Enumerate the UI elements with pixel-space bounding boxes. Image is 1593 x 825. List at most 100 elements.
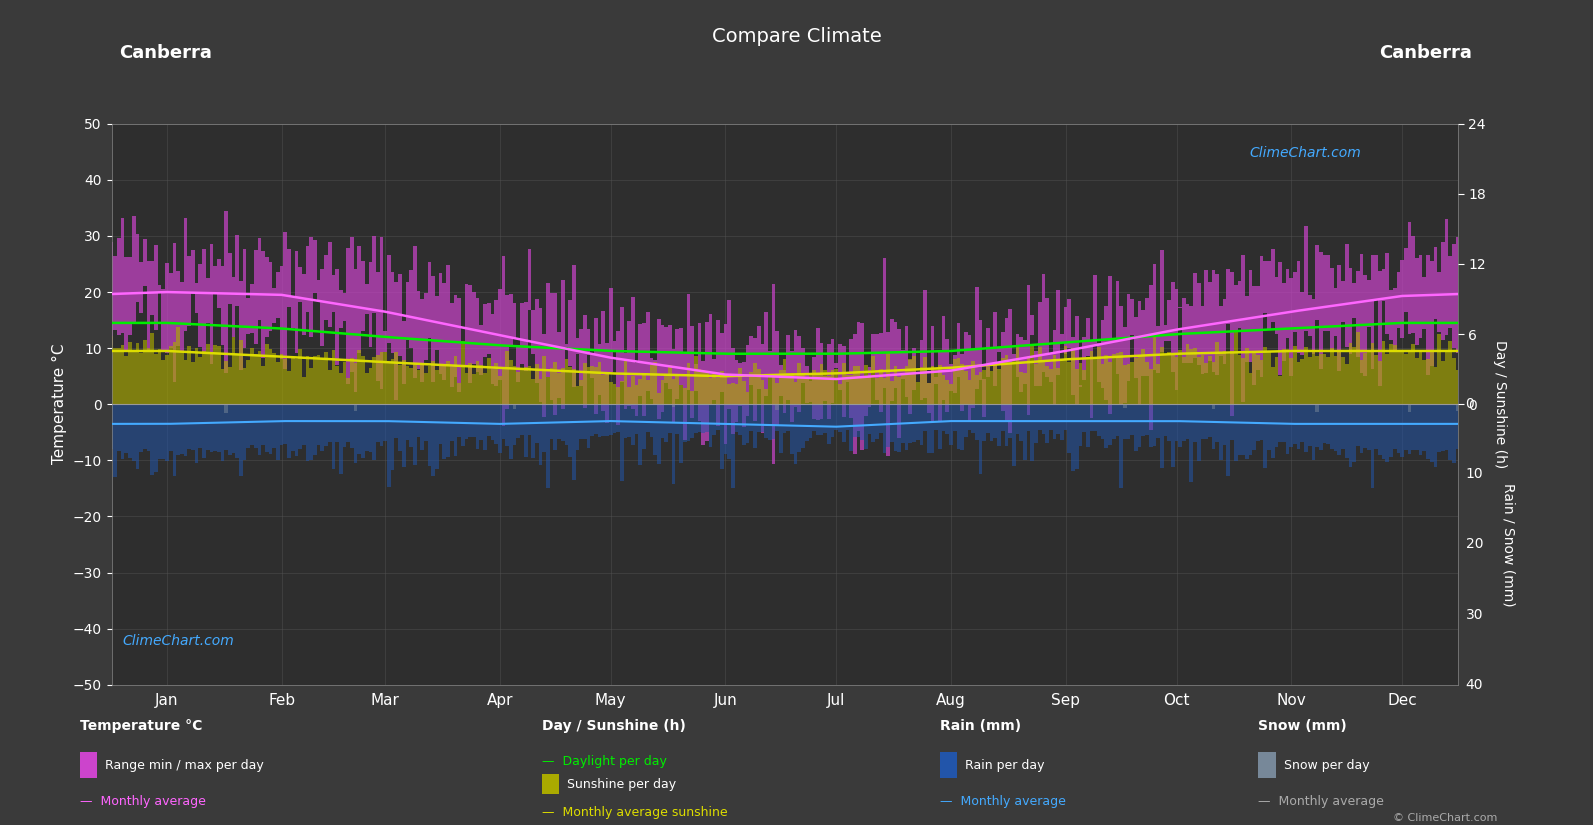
Bar xyxy=(1031,346,1034,404)
Bar xyxy=(1101,364,1104,404)
Bar xyxy=(454,295,457,377)
Bar xyxy=(886,352,890,404)
Bar xyxy=(765,389,768,404)
Bar xyxy=(172,243,177,382)
Bar xyxy=(143,239,147,286)
Bar xyxy=(634,363,639,416)
Bar xyxy=(110,404,113,450)
Bar xyxy=(1364,275,1367,375)
Y-axis label: Day / Sunshine (h): Day / Sunshine (h) xyxy=(1493,340,1507,469)
Bar xyxy=(373,236,376,313)
Bar xyxy=(199,356,202,404)
Bar xyxy=(449,303,454,387)
Bar xyxy=(194,347,199,404)
Bar xyxy=(838,344,841,390)
Bar xyxy=(1070,348,1075,404)
Bar xyxy=(1005,355,1008,404)
Text: 20: 20 xyxy=(1466,538,1483,551)
Bar xyxy=(927,383,930,404)
Bar xyxy=(883,378,886,404)
Bar xyxy=(1316,404,1319,447)
Bar xyxy=(935,404,938,430)
Bar xyxy=(1201,306,1204,374)
Bar xyxy=(1338,351,1341,404)
Bar xyxy=(1082,370,1086,404)
Bar xyxy=(1400,404,1403,457)
Bar xyxy=(949,364,953,391)
Bar xyxy=(1185,344,1190,404)
Bar xyxy=(530,309,535,354)
Bar xyxy=(210,243,213,364)
Bar xyxy=(280,266,284,360)
Bar xyxy=(546,404,550,488)
Bar xyxy=(1171,404,1174,467)
Bar xyxy=(483,304,487,356)
Bar xyxy=(247,360,250,404)
Bar xyxy=(1271,404,1274,458)
Bar xyxy=(202,404,205,458)
Bar xyxy=(1274,277,1278,334)
Bar xyxy=(1219,352,1223,404)
Bar xyxy=(871,334,875,370)
Bar xyxy=(116,238,121,335)
Bar xyxy=(1042,361,1045,404)
Bar xyxy=(1008,404,1012,438)
Bar xyxy=(564,344,569,347)
Bar xyxy=(1112,404,1115,439)
Bar xyxy=(1193,272,1196,358)
Bar xyxy=(1286,269,1289,337)
Bar xyxy=(538,308,542,402)
Bar xyxy=(613,404,616,432)
Bar xyxy=(1196,404,1201,461)
Bar xyxy=(1294,272,1297,332)
Bar xyxy=(706,322,709,441)
Text: 0: 0 xyxy=(1466,398,1474,411)
Bar xyxy=(1023,340,1027,384)
Bar xyxy=(583,363,586,404)
Bar xyxy=(331,350,335,404)
Bar xyxy=(387,255,390,343)
Bar xyxy=(143,404,147,450)
Bar xyxy=(435,295,438,350)
Bar xyxy=(1067,404,1070,453)
Bar xyxy=(295,251,298,353)
Bar xyxy=(1426,360,1431,404)
Bar xyxy=(902,373,905,404)
Bar xyxy=(1145,299,1149,376)
Bar xyxy=(961,354,964,411)
Bar xyxy=(753,363,757,404)
Bar xyxy=(1367,404,1370,450)
Bar xyxy=(365,284,368,314)
Bar xyxy=(753,404,757,449)
Bar xyxy=(292,357,295,404)
Bar xyxy=(465,404,468,439)
Bar xyxy=(720,371,723,404)
Bar xyxy=(1389,290,1392,340)
Bar xyxy=(650,404,653,437)
Bar xyxy=(1330,268,1333,351)
Bar xyxy=(667,365,672,404)
Bar xyxy=(368,262,373,346)
Bar xyxy=(505,295,510,408)
Bar xyxy=(827,344,832,419)
Bar xyxy=(479,404,483,441)
Bar xyxy=(205,278,210,323)
Bar xyxy=(1235,285,1238,332)
Bar xyxy=(645,404,650,432)
Bar xyxy=(1266,261,1271,330)
Bar xyxy=(1322,354,1327,404)
Text: Temperature °C: Temperature °C xyxy=(80,719,202,733)
Bar xyxy=(1456,404,1459,450)
Bar xyxy=(1185,304,1190,363)
Bar xyxy=(695,356,698,404)
Bar xyxy=(1316,245,1319,319)
Bar xyxy=(594,404,597,434)
Bar xyxy=(746,404,749,443)
Bar xyxy=(476,404,479,449)
Bar xyxy=(401,321,406,384)
Bar xyxy=(1152,337,1157,404)
Bar xyxy=(905,326,908,397)
Bar xyxy=(1023,404,1027,460)
Bar xyxy=(1434,247,1437,319)
Bar xyxy=(183,360,188,404)
